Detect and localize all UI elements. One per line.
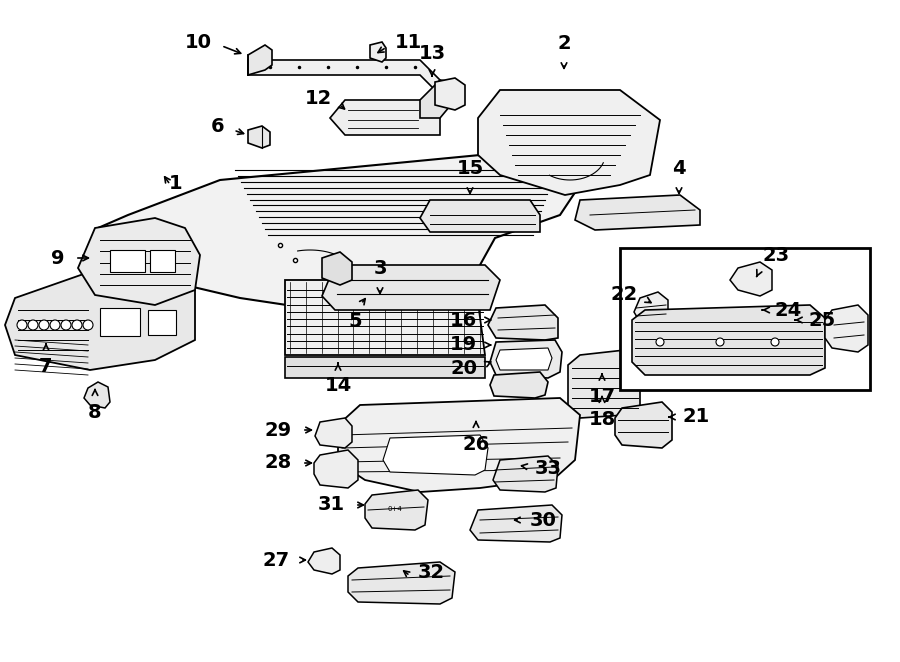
Text: 27: 27 bbox=[263, 551, 290, 569]
Text: 21: 21 bbox=[682, 408, 709, 426]
Polygon shape bbox=[248, 126, 270, 148]
Text: 5: 5 bbox=[348, 312, 362, 331]
Text: 33: 33 bbox=[535, 459, 562, 477]
Polygon shape bbox=[420, 200, 540, 232]
Text: 3: 3 bbox=[374, 259, 387, 278]
Text: 2: 2 bbox=[557, 34, 571, 53]
Text: 9: 9 bbox=[51, 248, 65, 267]
Polygon shape bbox=[496, 348, 552, 370]
Polygon shape bbox=[308, 548, 340, 574]
Text: 7: 7 bbox=[40, 357, 53, 376]
Polygon shape bbox=[568, 350, 640, 418]
Polygon shape bbox=[634, 292, 668, 328]
Polygon shape bbox=[248, 60, 440, 95]
Circle shape bbox=[28, 320, 38, 330]
Polygon shape bbox=[248, 45, 272, 75]
Text: 20: 20 bbox=[450, 359, 477, 377]
Polygon shape bbox=[314, 450, 358, 488]
Circle shape bbox=[72, 320, 82, 330]
Circle shape bbox=[39, 320, 49, 330]
Circle shape bbox=[716, 338, 724, 346]
Circle shape bbox=[83, 320, 93, 330]
Polygon shape bbox=[730, 262, 772, 296]
Polygon shape bbox=[488, 305, 558, 340]
Bar bbox=[148, 310, 176, 335]
Polygon shape bbox=[615, 402, 672, 448]
Polygon shape bbox=[330, 100, 440, 135]
Text: 30: 30 bbox=[530, 510, 557, 530]
Circle shape bbox=[17, 320, 27, 330]
Text: 4: 4 bbox=[672, 159, 686, 178]
Text: 28: 28 bbox=[265, 453, 292, 473]
Text: 25: 25 bbox=[808, 310, 835, 330]
Polygon shape bbox=[365, 490, 428, 530]
Circle shape bbox=[771, 338, 779, 346]
Circle shape bbox=[656, 338, 664, 346]
Text: 8: 8 bbox=[88, 403, 102, 422]
Text: 0+4: 0+4 bbox=[388, 506, 403, 512]
Polygon shape bbox=[348, 562, 455, 604]
Text: 1: 1 bbox=[169, 174, 183, 193]
Bar bbox=[100, 308, 140, 336]
Text: 11: 11 bbox=[395, 32, 422, 52]
Polygon shape bbox=[285, 357, 485, 378]
Text: 23: 23 bbox=[762, 246, 789, 265]
Text: 10: 10 bbox=[185, 32, 212, 52]
Polygon shape bbox=[78, 218, 200, 305]
Text: 12: 12 bbox=[305, 89, 332, 107]
Polygon shape bbox=[478, 90, 660, 195]
Polygon shape bbox=[825, 305, 868, 352]
Circle shape bbox=[50, 320, 60, 330]
Bar bbox=[620, 248, 870, 390]
Text: 13: 13 bbox=[418, 44, 446, 63]
Polygon shape bbox=[285, 280, 485, 355]
Polygon shape bbox=[5, 270, 195, 370]
Text: 26: 26 bbox=[463, 435, 490, 454]
Polygon shape bbox=[470, 505, 562, 542]
Polygon shape bbox=[420, 80, 455, 118]
Polygon shape bbox=[315, 418, 352, 448]
Polygon shape bbox=[370, 42, 386, 62]
Text: 31: 31 bbox=[318, 495, 345, 514]
Polygon shape bbox=[575, 195, 700, 230]
Bar bbox=[150, 250, 175, 272]
Circle shape bbox=[61, 320, 71, 330]
Polygon shape bbox=[490, 340, 562, 378]
Text: 6: 6 bbox=[211, 117, 224, 136]
Polygon shape bbox=[98, 155, 580, 310]
Text: 15: 15 bbox=[456, 159, 483, 178]
Text: 32: 32 bbox=[418, 563, 446, 582]
Text: 17: 17 bbox=[589, 387, 616, 406]
Text: 24: 24 bbox=[775, 301, 802, 320]
Polygon shape bbox=[84, 382, 110, 408]
Text: 18: 18 bbox=[589, 410, 616, 429]
Text: 22: 22 bbox=[611, 285, 638, 305]
Polygon shape bbox=[383, 435, 488, 475]
Polygon shape bbox=[490, 372, 548, 398]
Polygon shape bbox=[338, 398, 580, 492]
Bar bbox=[110, 250, 145, 272]
Text: 29: 29 bbox=[265, 420, 292, 440]
Polygon shape bbox=[435, 78, 465, 110]
Polygon shape bbox=[322, 252, 352, 285]
Text: 14: 14 bbox=[324, 376, 352, 395]
Text: 16: 16 bbox=[450, 310, 477, 330]
Polygon shape bbox=[493, 456, 558, 492]
Polygon shape bbox=[632, 305, 825, 375]
Polygon shape bbox=[322, 265, 500, 310]
Text: 19: 19 bbox=[450, 336, 477, 354]
